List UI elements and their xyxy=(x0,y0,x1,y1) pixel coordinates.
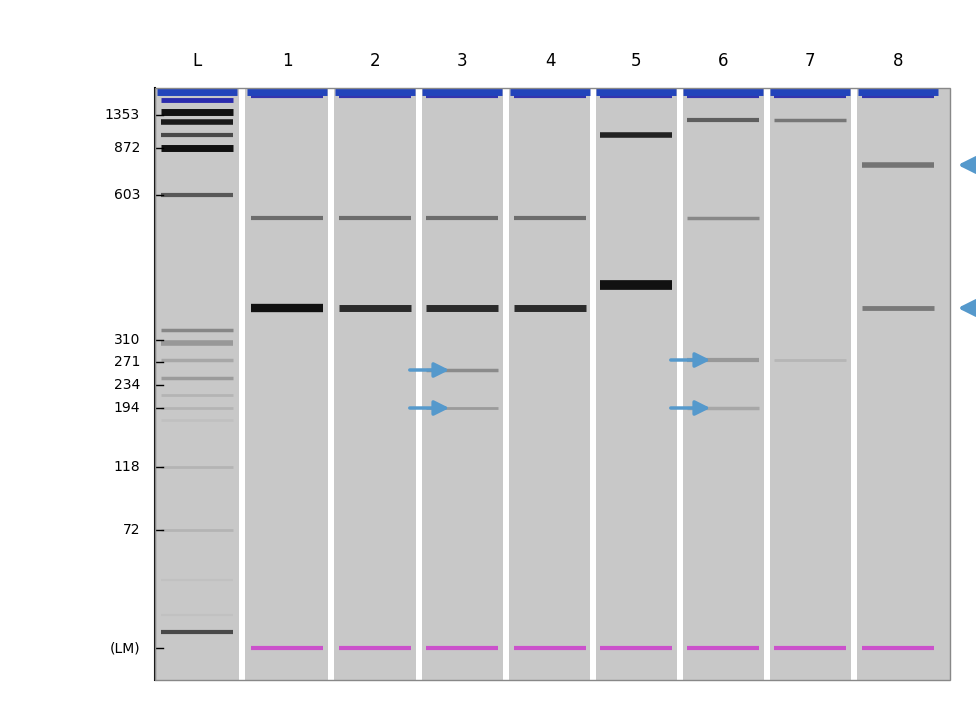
Bar xyxy=(239,88,245,680)
Text: 7: 7 xyxy=(805,52,815,70)
Bar xyxy=(763,88,769,680)
Text: 118: 118 xyxy=(113,460,140,474)
Bar xyxy=(676,88,682,680)
Bar xyxy=(416,88,422,680)
Text: 1: 1 xyxy=(282,52,293,70)
Text: 8: 8 xyxy=(893,52,903,70)
Bar xyxy=(155,88,950,680)
Bar xyxy=(503,88,509,680)
Bar xyxy=(590,88,596,680)
Bar xyxy=(851,88,857,680)
Text: 271: 271 xyxy=(113,355,140,369)
Text: 2: 2 xyxy=(370,52,381,70)
Text: 4: 4 xyxy=(545,52,555,70)
Text: 6: 6 xyxy=(717,52,728,70)
Text: 310: 310 xyxy=(113,333,140,347)
Text: 1353: 1353 xyxy=(104,108,140,122)
Text: 5: 5 xyxy=(630,52,641,70)
Text: 3: 3 xyxy=(457,52,468,70)
Text: (LM): (LM) xyxy=(109,641,140,655)
Text: L: L xyxy=(192,52,202,70)
Bar xyxy=(155,88,950,680)
Bar xyxy=(328,88,334,680)
Text: 872: 872 xyxy=(113,141,140,155)
Text: 72: 72 xyxy=(123,523,140,537)
Text: 234: 234 xyxy=(114,378,140,392)
Text: 194: 194 xyxy=(113,401,140,415)
Text: 603: 603 xyxy=(113,188,140,202)
